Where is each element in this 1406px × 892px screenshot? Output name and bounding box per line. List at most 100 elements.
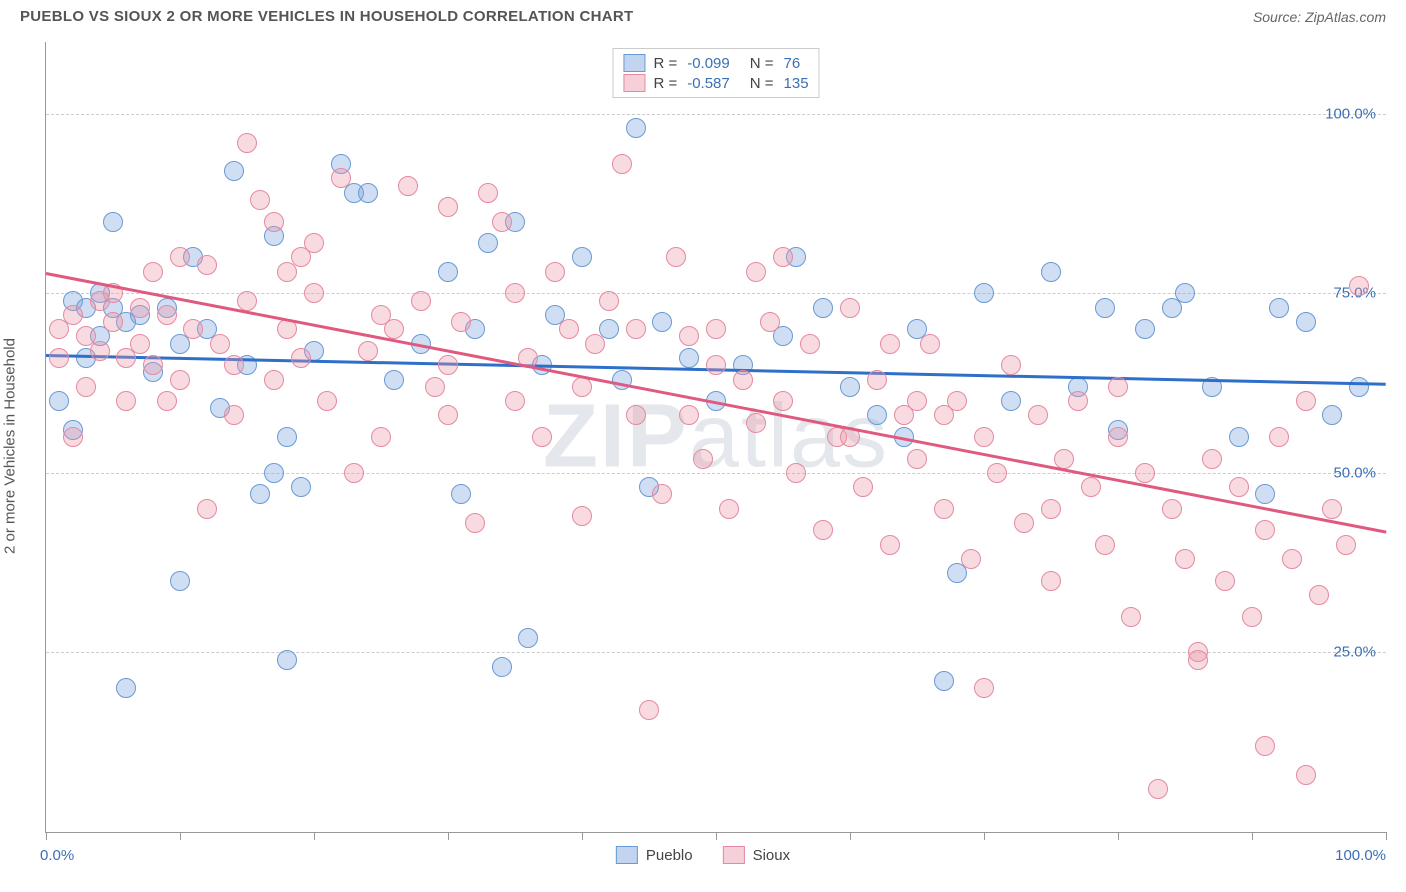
scatter-point (1108, 377, 1128, 397)
scatter-point (626, 405, 646, 425)
scatter-point (116, 391, 136, 411)
scatter-point (961, 549, 981, 569)
scatter-point (492, 212, 512, 232)
x-tick (314, 832, 315, 840)
scatter-point (974, 678, 994, 698)
scatter-point (813, 520, 833, 540)
legend-n-value: 135 (784, 75, 809, 92)
scatter-point (880, 334, 900, 354)
scatter-point (1255, 520, 1275, 540)
scatter-point (398, 176, 418, 196)
scatter-point (920, 334, 940, 354)
scatter-point (1014, 513, 1034, 533)
scatter-point (559, 319, 579, 339)
scatter-point (1309, 585, 1329, 605)
legend-swatch (723, 846, 745, 864)
scatter-point (679, 326, 699, 346)
chart-title: PUEBLO VS SIOUX 2 OR MORE VEHICLES IN HO… (20, 8, 633, 25)
trend-line (46, 272, 1386, 533)
watermark-bold: ZIP (543, 387, 689, 487)
scatter-point (224, 355, 244, 375)
scatter-point (438, 355, 458, 375)
scatter-point (518, 628, 538, 648)
scatter-point (867, 370, 887, 390)
scatter-point (786, 463, 806, 483)
scatter-point (1188, 650, 1208, 670)
scatter-point (143, 355, 163, 375)
scatter-point (492, 657, 512, 677)
scatter-point (652, 312, 672, 332)
scatter-point (304, 283, 324, 303)
scatter-point (264, 212, 284, 232)
scatter-point (49, 391, 69, 411)
legend-item: Pueblo (616, 846, 693, 864)
scatter-point (1255, 736, 1275, 756)
title-bar: PUEBLO VS SIOUX 2 OR MORE VEHICLES IN HO… (0, 0, 1406, 31)
scatter-point (746, 413, 766, 433)
scatter-point (1269, 298, 1289, 318)
scatter-point (666, 247, 686, 267)
scatter-point (773, 247, 793, 267)
scatter-point (907, 449, 927, 469)
scatter-point (987, 463, 1007, 483)
scatter-point (1095, 298, 1115, 318)
x-tick (448, 832, 449, 840)
scatter-point (1001, 355, 1021, 375)
grid-line (46, 652, 1386, 653)
scatter-point (1095, 535, 1115, 555)
scatter-point (974, 427, 994, 447)
scatter-point (1121, 607, 1141, 627)
scatter-point (63, 427, 83, 447)
scatter-point (1255, 484, 1275, 504)
scatter-point (1175, 283, 1195, 303)
scatter-point (237, 291, 257, 311)
y-tick-label: 100.0% (1325, 105, 1376, 122)
scatter-point (197, 499, 217, 519)
source-attribution: Source: ZipAtlas.com (1253, 9, 1386, 25)
legend-n-label: N = (750, 55, 774, 72)
scatter-point (934, 671, 954, 691)
scatter-point (1108, 427, 1128, 447)
x-axis-label-max: 100.0% (1335, 847, 1386, 864)
scatter-point (773, 391, 793, 411)
legend-swatch (623, 74, 645, 92)
scatter-point (612, 154, 632, 174)
scatter-point (438, 262, 458, 282)
scatter-point (1175, 549, 1195, 569)
legend-swatch (616, 846, 638, 864)
scatter-point (505, 283, 525, 303)
x-tick (180, 832, 181, 840)
scatter-point (1296, 391, 1316, 411)
scatter-point (451, 312, 471, 332)
scatter-point (103, 312, 123, 332)
y-axis-title: 2 or more Vehicles in Household (2, 338, 19, 554)
scatter-point (358, 341, 378, 361)
scatter-point (438, 197, 458, 217)
scatter-point (760, 312, 780, 332)
scatter-point (358, 183, 378, 203)
scatter-point (183, 319, 203, 339)
scatter-point (63, 305, 83, 325)
legend-label: Sioux (753, 847, 791, 864)
x-tick (1386, 832, 1387, 840)
scatter-point (867, 405, 887, 425)
scatter-point (264, 370, 284, 390)
legend-correlation: R =-0.099N =76R =-0.587N =135 (612, 48, 819, 98)
scatter-point (371, 427, 391, 447)
scatter-point (1068, 391, 1088, 411)
scatter-point (130, 334, 150, 354)
scatter-point (103, 212, 123, 232)
scatter-point (478, 183, 498, 203)
scatter-point (1041, 499, 1061, 519)
scatter-point (224, 161, 244, 181)
scatter-point (719, 499, 739, 519)
scatter-point (1349, 276, 1369, 296)
scatter-point (1322, 499, 1342, 519)
scatter-point (277, 650, 297, 670)
scatter-point (1215, 571, 1235, 591)
scatter-point (1148, 779, 1168, 799)
scatter-point (934, 405, 954, 425)
legend-row: R =-0.587N =135 (623, 73, 808, 93)
y-tick-label: 50.0% (1333, 464, 1376, 481)
scatter-point (1054, 449, 1074, 469)
